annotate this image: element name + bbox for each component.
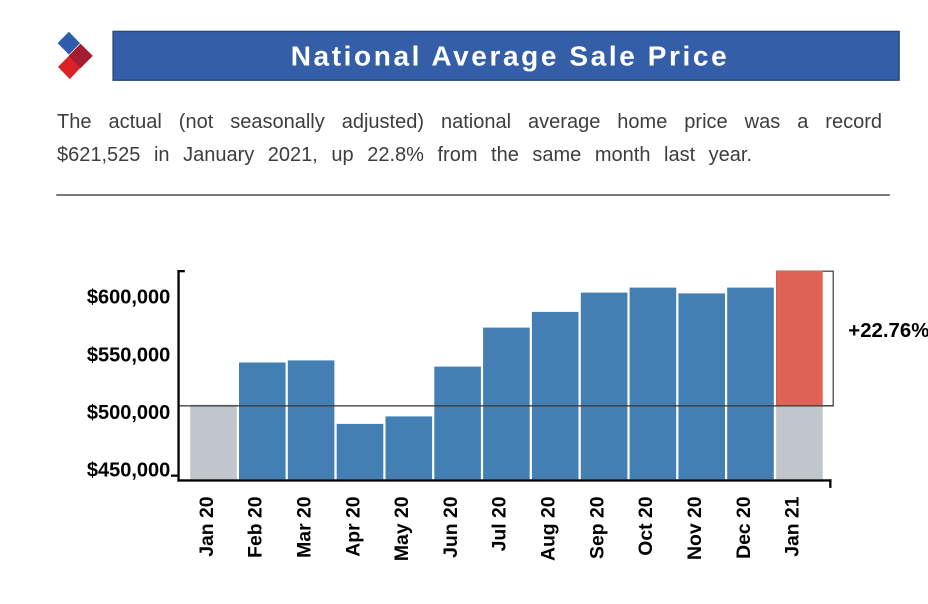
svg-text:Aug 20: Aug 20 xyxy=(538,496,560,561)
svg-text:Jan 20: Jan 20 xyxy=(196,496,218,556)
svg-text:National Average Sale Price: National Average Sale Price xyxy=(291,41,730,72)
svg-text:$600,000: $600,000 xyxy=(87,286,170,308)
svg-text:Jan 21: Jan 21 xyxy=(782,496,804,557)
svg-text:Dec 20: Dec 20 xyxy=(733,496,755,559)
svg-text:Mar 20: Mar 20 xyxy=(293,496,315,557)
svg-text:$500,000: $500,000 xyxy=(87,402,170,424)
svg-text:May 20: May 20 xyxy=(391,496,413,561)
svg-text:Oct 20: Oct 20 xyxy=(635,496,657,555)
svg-text:Feb 20: Feb 20 xyxy=(245,496,267,557)
svg-text:Nov 20: Nov 20 xyxy=(684,496,706,560)
svg-text:$450,000: $450,000 xyxy=(87,460,170,482)
svg-text:$550,000: $550,000 xyxy=(87,344,170,366)
svg-text:Apr 20: Apr 20 xyxy=(342,496,364,556)
svg-text:Sep 20: Sep 20 xyxy=(586,496,608,559)
svg-text:Jul 20: Jul 20 xyxy=(489,496,511,551)
svg-text:+22.76%: +22.76% xyxy=(848,320,928,342)
svg-text:Jun 20: Jun 20 xyxy=(440,496,462,557)
